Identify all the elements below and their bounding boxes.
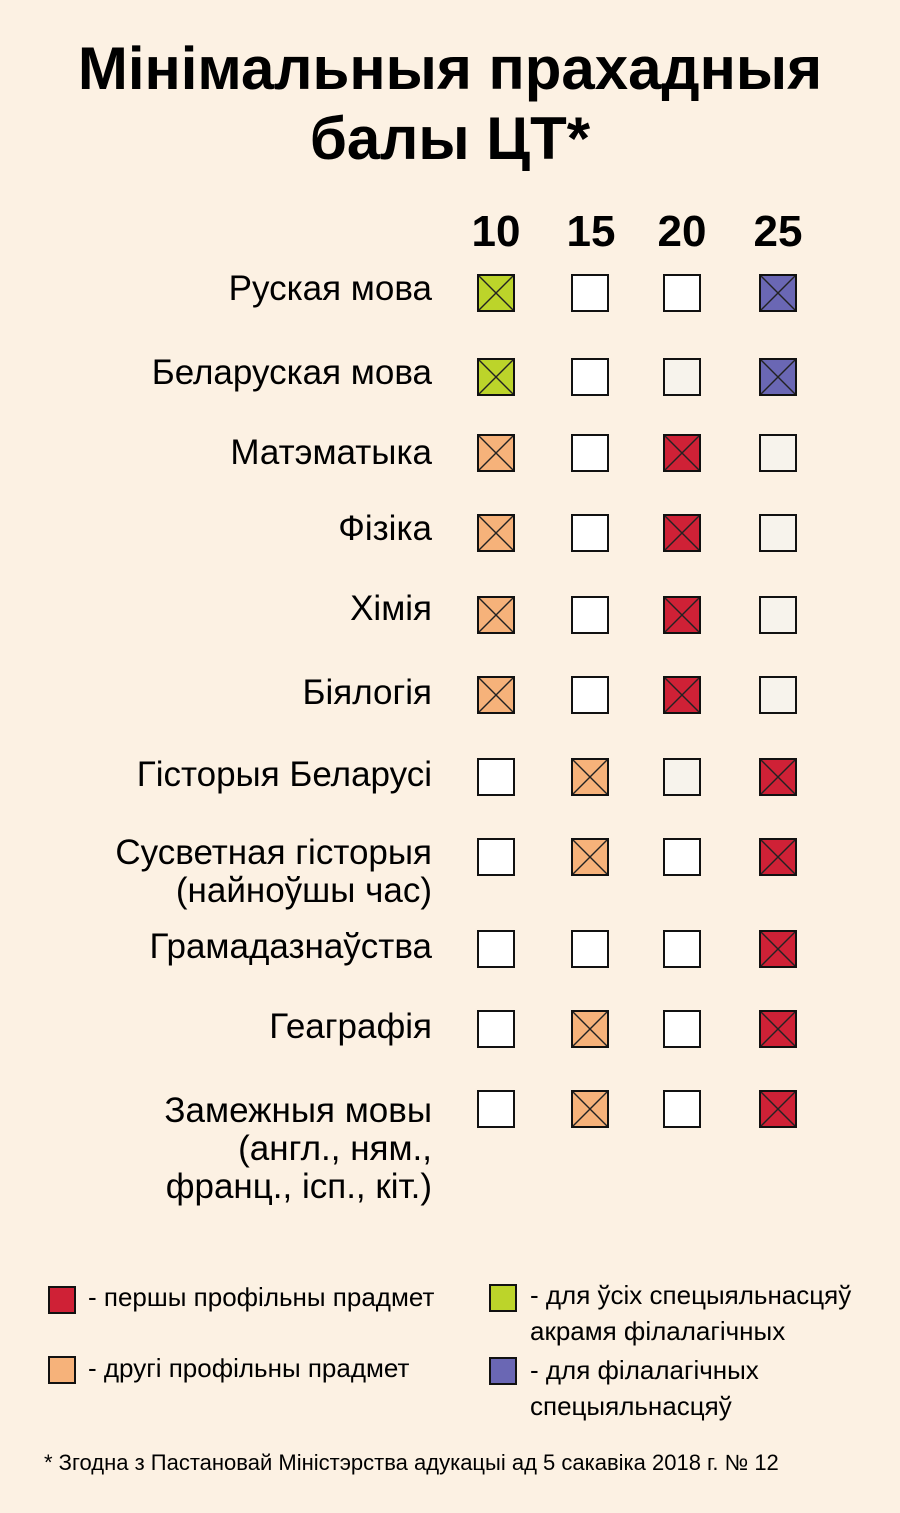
legend-green-swatch (489, 1284, 517, 1312)
cross-mark-icon (665, 516, 699, 550)
checked-box-red (759, 838, 797, 876)
empty-box (571, 514, 609, 552)
empty-box (571, 930, 609, 968)
subject-label: Сусветная гісторыя (найноўшы час) (115, 833, 432, 910)
column-header-10: 10 (471, 207, 521, 256)
empty-box (571, 434, 609, 472)
empty-box (477, 758, 515, 796)
checked-box-orange (571, 758, 609, 796)
column-header-20: 20 (657, 207, 707, 256)
checked-box-red (759, 930, 797, 968)
empty-box (663, 838, 701, 876)
empty-box (571, 596, 609, 634)
empty-box (759, 514, 797, 552)
empty-box (663, 274, 701, 312)
empty-box (663, 1010, 701, 1048)
checked-box-red (663, 434, 701, 472)
checked-box-red (663, 676, 701, 714)
subject-label: Беларуская мова (151, 353, 432, 392)
footnote: * Згодна з Пастановай Міністэрства адука… (44, 1450, 779, 1475)
checked-box-orange (571, 1090, 609, 1128)
legend-second-profile: - другі профільны прадмет (88, 1353, 410, 1383)
cross-mark-icon (573, 1012, 607, 1046)
legend-first-profile: - першы профільны прадмет (88, 1282, 435, 1312)
checked-box-orange (477, 514, 515, 552)
cross-mark-icon (479, 516, 513, 550)
empty-box (571, 274, 609, 312)
subject-label: Гісторыя Беларусі (136, 755, 432, 794)
empty-box (477, 930, 515, 968)
empty-box (663, 758, 701, 796)
empty-box (663, 930, 701, 968)
checked-box-red (759, 1090, 797, 1128)
cross-mark-icon (479, 436, 513, 470)
cross-mark-icon (479, 360, 513, 394)
subject-label: Геаграфія (269, 1007, 432, 1046)
cross-mark-icon (761, 1012, 795, 1046)
empty-box (663, 358, 701, 396)
empty-box (663, 1090, 701, 1128)
empty-box (477, 1090, 515, 1128)
cross-mark-icon (665, 678, 699, 712)
subject-label: Хімія (350, 589, 432, 628)
cross-mark-icon (761, 276, 795, 310)
column-header-25: 25 (753, 207, 803, 256)
checked-box-red (663, 596, 701, 634)
checked-box-orange (477, 596, 515, 634)
cross-mark-icon (761, 360, 795, 394)
cross-mark-icon (761, 760, 795, 794)
page-title: Мінімальныя прахадныя балы ЦТ* (0, 34, 900, 174)
subject-label: Біялогія (302, 673, 432, 712)
empty-box (759, 676, 797, 714)
subject-label: Руская мова (228, 269, 432, 308)
legend-blue-swatch (489, 1357, 517, 1385)
cross-mark-icon (479, 276, 513, 310)
column-header-15: 15 (566, 207, 616, 256)
cross-mark-icon (573, 760, 607, 794)
cross-mark-icon (665, 436, 699, 470)
legend-philology: - для філалагічных спецыяльнасцяў (530, 1355, 759, 1421)
cross-mark-icon (761, 840, 795, 874)
checked-box-orange (477, 676, 515, 714)
title-line-2: балы ЦТ* (309, 105, 591, 172)
empty-box (759, 434, 797, 472)
checked-box-red (759, 1010, 797, 1048)
cross-mark-icon (665, 598, 699, 632)
legend-all-except-philology: - для ўсіх спецыяльнасцяў акрамя філалаг… (530, 1280, 852, 1346)
checked-box-orange (477, 434, 515, 472)
legend-red-swatch (48, 1286, 76, 1314)
checked-box-blue (759, 274, 797, 312)
checked-box-orange (571, 1010, 609, 1048)
checked-box-blue (759, 358, 797, 396)
empty-box (759, 596, 797, 634)
title-line-1: Мінімальныя прахадныя (77, 35, 823, 102)
checked-box-orange (571, 838, 609, 876)
subject-label: Фізіка (338, 509, 432, 548)
cross-mark-icon (479, 598, 513, 632)
subject-label: Грамадазнаўства (149, 927, 432, 966)
empty-box (571, 358, 609, 396)
cross-mark-icon (761, 1092, 795, 1126)
empty-box (571, 676, 609, 714)
cross-mark-icon (479, 678, 513, 712)
checked-box-red (759, 758, 797, 796)
subject-label: Замежныя мовы (англ., ням., франц., ісп.… (164, 1091, 432, 1206)
cross-mark-icon (761, 932, 795, 966)
legend-orange-swatch (48, 1356, 76, 1384)
empty-box (477, 1010, 515, 1048)
cross-mark-icon (573, 1092, 607, 1126)
empty-box (477, 838, 515, 876)
checked-box-green (477, 274, 515, 312)
checked-box-green (477, 358, 515, 396)
subject-label: Матэматыка (230, 433, 432, 472)
cross-mark-icon (573, 840, 607, 874)
checked-box-red (663, 514, 701, 552)
